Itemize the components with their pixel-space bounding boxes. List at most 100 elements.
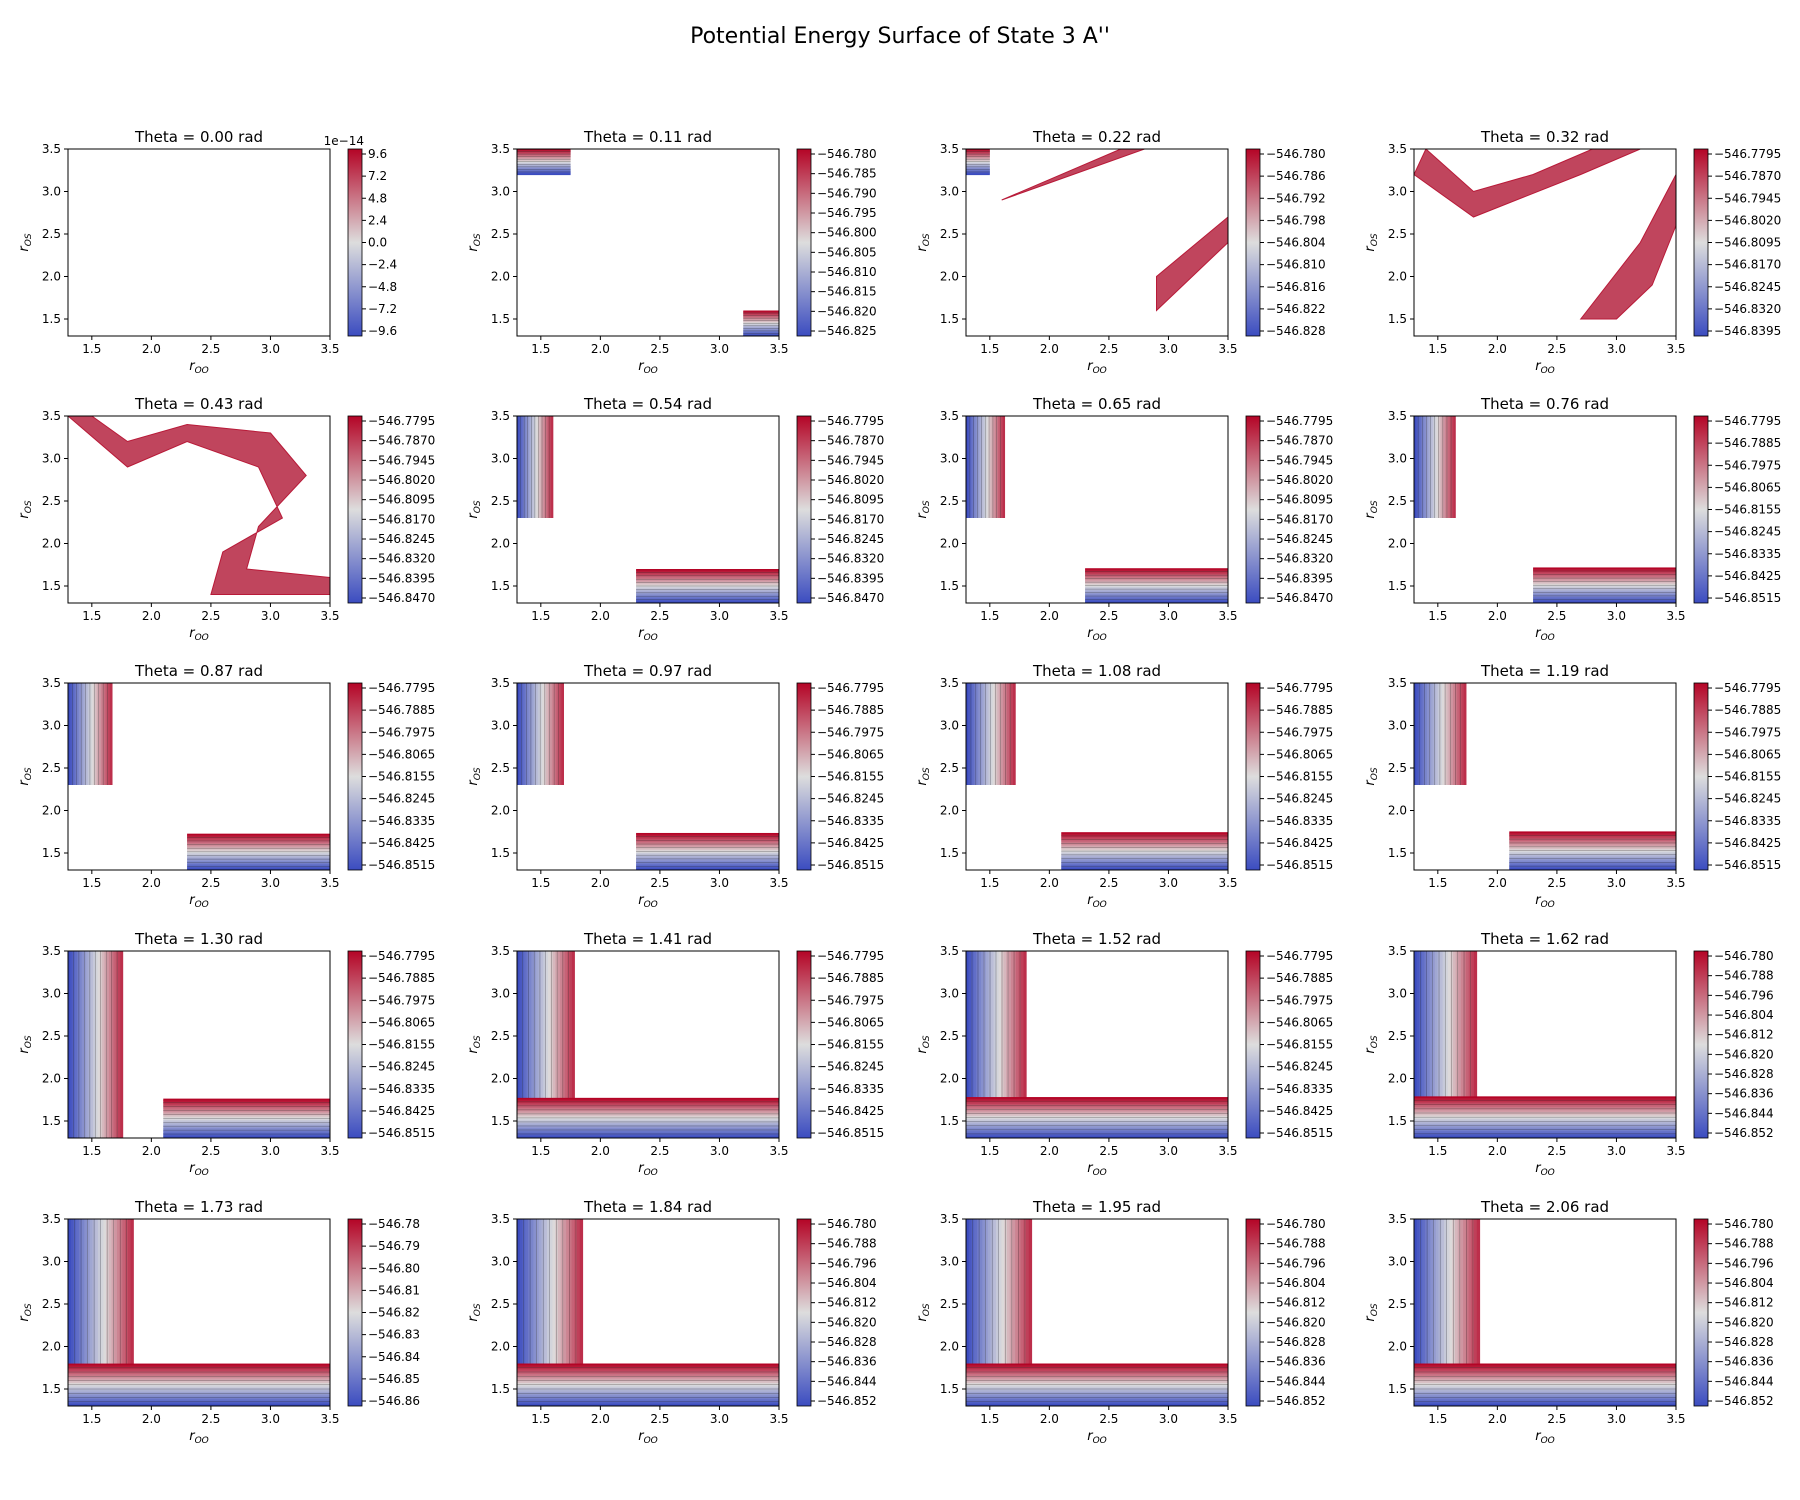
y-tick-label: 3.5	[491, 676, 510, 690]
contour-band	[966, 1219, 970, 1406]
colorbar-tick-label: −546.796	[817, 1256, 877, 1270]
x-tick-label: 3.0	[261, 1144, 280, 1158]
x-tick-label: 2.5	[1547, 609, 1566, 623]
y-axis-label: rOS	[915, 1303, 932, 1321]
contour-band	[520, 683, 524, 785]
contour-band	[996, 951, 1000, 1138]
contour-band	[636, 863, 779, 866]
colorbar-tick-label: −546.792	[1266, 191, 1326, 205]
colorbar-tick-label: −546.8095	[1266, 493, 1333, 507]
contour-band	[1414, 1375, 1676, 1379]
contour-band	[1415, 416, 1419, 518]
axes-frame	[1413, 1218, 1677, 1407]
y-tick-label: 2.5	[42, 1297, 61, 1311]
x-tick-label: 3.5	[1218, 1144, 1237, 1158]
contour-band	[971, 1219, 975, 1406]
y-tick-label: 3.5	[1388, 142, 1407, 156]
x-tick-label: 2.0	[1488, 1144, 1507, 1158]
contour-band	[1414, 1397, 1676, 1400]
contour-band	[99, 683, 102, 785]
contour-band	[1085, 600, 1228, 603]
y-tick-label: 1.5	[42, 1382, 61, 1396]
contour-band	[982, 416, 985, 518]
contour-band	[1440, 951, 1444, 1138]
contour-band	[981, 951, 985, 1138]
contour-band	[1414, 1398, 1676, 1402]
contour-band	[1414, 1134, 1676, 1137]
contour-band	[1533, 595, 1676, 598]
contour-band	[517, 163, 571, 166]
contour-band	[966, 1365, 1228, 1368]
colorbar-tick-label: −546.8335	[1714, 547, 1781, 561]
colorbar-tick-label: −546.7795	[817, 681, 884, 695]
x-tick-label: 2.5	[1099, 342, 1118, 356]
contour-band	[103, 1219, 107, 1406]
contour-band	[111, 1219, 115, 1406]
contour-band	[966, 1377, 1228, 1381]
contour-band	[1001, 1219, 1005, 1406]
contour-band	[1085, 578, 1228, 581]
contour-band	[187, 862, 330, 865]
contour-band	[1439, 416, 1443, 518]
x-tick-label: 3.0	[1159, 1412, 1178, 1426]
contour-band	[636, 590, 779, 593]
y-tick-label: 2.0	[1388, 537, 1407, 551]
contour-band	[1001, 416, 1004, 518]
contour-band	[1432, 416, 1436, 518]
x-tick-label: 2.0	[591, 1412, 610, 1426]
contour-band	[1414, 1365, 1676, 1368]
colorbar-tick-label: −546.7885	[1714, 436, 1781, 450]
colorbar-tick-label: −546.7975	[817, 993, 884, 1007]
contour-band	[537, 416, 540, 518]
contour-band	[1446, 683, 1450, 785]
contour-band	[1061, 855, 1228, 858]
contour-band	[966, 1129, 1228, 1132]
contour-band	[68, 1377, 330, 1381]
subplot-20: Theta = 2.06 rad 1.5 2.0 2.5 3.0 3.5 1.5 2.0 2.5…	[1363, 1198, 1774, 1446]
contour-band	[1418, 683, 1422, 785]
contour-band	[1533, 583, 1676, 586]
contour-band	[1061, 849, 1228, 852]
contour-band	[966, 1381, 1228, 1384]
subplot-13: Theta = 1.30 rad 1.5 2.0 2.5 3.0 3.5 1.5 2.0 2.5…	[17, 930, 435, 1178]
contour-band	[1444, 683, 1448, 785]
contour-band	[1509, 847, 1676, 850]
contour-band	[108, 1219, 113, 1406]
contour-band	[119, 1219, 123, 1406]
y-axis-label: rOS	[466, 233, 483, 251]
contour-band	[636, 576, 779, 579]
contour-band	[743, 313, 779, 316]
y-tick-label: 2.0	[940, 804, 959, 818]
contour-band	[540, 951, 544, 1138]
y-tick-label: 3.0	[491, 719, 510, 733]
x-tick-label: 2.0	[591, 876, 610, 890]
contour-band	[1422, 416, 1425, 518]
subplot-11: Theta = 1.08 rad 1.5 2.0 2.5 3.0 3.5 1.5 2.0 2.5…	[915, 662, 1333, 910]
colorbar-tick-label: −546.8395	[368, 571, 435, 585]
subplot-title: Theta = 1.08 rad	[1032, 662, 1161, 680]
y-axis-label: rOS	[466, 767, 483, 785]
contour-fill	[68, 1219, 330, 1406]
contour-band	[555, 1219, 559, 1406]
contour-band	[1431, 416, 1434, 518]
contour-band	[532, 683, 535, 785]
contour-band	[69, 683, 73, 785]
contour-band	[966, 1117, 1228, 1120]
colorbar-tick-label: −546.820	[817, 304, 877, 318]
axes-frame	[516, 1218, 780, 1407]
contour-band	[1026, 1219, 1030, 1406]
colorbar-tick-label: −546.7795	[1266, 949, 1333, 963]
contour-band	[1473, 951, 1478, 1138]
contour-band	[80, 683, 84, 785]
colorbar	[347, 148, 363, 337]
contour-band	[636, 584, 779, 587]
contour-band	[983, 951, 987, 1138]
contour-band	[1419, 1219, 1423, 1406]
contour-band	[1414, 1384, 1676, 1388]
contour-band	[1509, 842, 1676, 845]
contour-band	[966, 1382, 1228, 1386]
contour-band	[966, 162, 990, 165]
contour-band	[187, 859, 330, 862]
x-tick-label: 3.5	[1666, 1144, 1685, 1158]
colorbar-tick-label: −546.852	[1714, 1126, 1774, 1140]
